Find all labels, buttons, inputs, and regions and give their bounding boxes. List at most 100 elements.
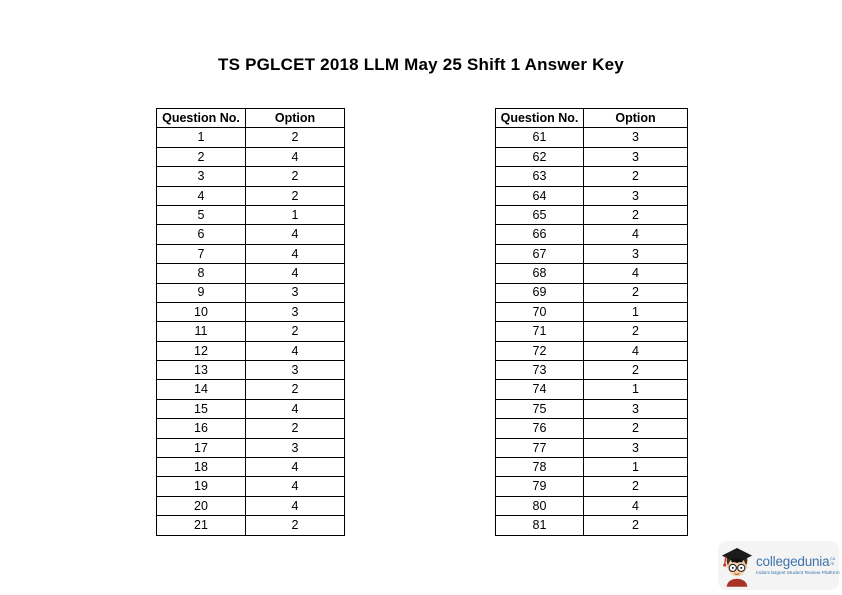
table-row: 79 2 [495, 476, 688, 497]
option-cell: 4 [245, 495, 345, 517]
option-cell: 3 [245, 360, 345, 381]
question-number-cell: 78 [495, 457, 584, 478]
logo-tld-text: com [830, 555, 836, 566]
page-title: TS PGLCET 2018 LLM May 25 Shift 1 Answer… [218, 55, 624, 74]
table-row: 10 3 [156, 301, 345, 323]
option-cell: 4 [583, 495, 688, 517]
option-cell: 2 [245, 127, 345, 148]
table-header-row: Question No. Option [495, 107, 688, 129]
option-cell: 4 [245, 398, 345, 420]
answer-table-left: Question No. Option 1 2 2 4 3 2 4 2 5 1 6 4 7 4 8 4 9 3 10… [156, 107, 345, 536]
question-number-cell: 61 [495, 127, 584, 148]
answer-table-right: Question No. Option 61 3 62 3 63 2 64 3 65 2 66 4 67… [495, 107, 688, 536]
option-cell: 3 [583, 127, 688, 148]
table-row: 78 1 [495, 457, 688, 478]
table-row: 16 2 [156, 418, 345, 439]
question-number-cell: 8 [156, 263, 246, 284]
option-cell: 2 [583, 282, 688, 303]
option-cell: 3 [583, 146, 688, 168]
option-cell: 3 [583, 243, 688, 265]
question-number-cell: 77 [495, 437, 584, 459]
table-row: 81 2 [495, 515, 688, 536]
option-cell: 3 [245, 282, 345, 303]
table-row: 66 4 [495, 224, 688, 245]
question-number-cell: 3 [156, 166, 246, 187]
option-cell: 3 [583, 398, 688, 420]
answer-table-left-body: 1 2 2 4 3 2 4 2 5 1 6 4 7 4 8 4 9 3 10 3 11 2 12 4 13 3 14 2 15 4 16 2 1… [156, 127, 345, 536]
question-number-cell: 14 [156, 379, 246, 400]
option-cell: 2 [583, 204, 688, 226]
collegedunia-mascot-icon [721, 547, 753, 587]
question-number-cell: 67 [495, 243, 584, 265]
question-number-cell: 11 [156, 321, 246, 342]
question-number-cell: 71 [495, 321, 584, 342]
question-number-cell: 9 [156, 282, 246, 303]
question-number-cell: 18 [156, 457, 246, 478]
option-cell: 2 [583, 166, 688, 187]
question-number-cell: 75 [495, 398, 584, 420]
table-row: 12 4 [156, 340, 345, 362]
option-cell: 2 [245, 515, 345, 536]
option-cell: 1 [245, 204, 345, 226]
option-cell: 3 [245, 437, 345, 459]
option-cell: 2 [583, 360, 688, 381]
question-number-cell: 7 [156, 243, 246, 265]
table-row: 75 3 [495, 398, 688, 420]
logo-tagline: India's largest Student Review Platform [756, 570, 840, 576]
table-row: 74 1 [495, 379, 688, 400]
column-header-option: Option [583, 107, 688, 129]
question-number-cell: 13 [156, 360, 246, 381]
table-row: 64 3 [495, 185, 688, 206]
table-row: 73 2 [495, 360, 688, 381]
option-cell: 4 [583, 263, 688, 284]
table-row: 14 2 [156, 379, 345, 400]
table-row: 76 2 [495, 418, 688, 439]
question-number-cell: 66 [495, 224, 584, 245]
column-header-question-no: Question No. [495, 107, 584, 129]
question-number-cell: 20 [156, 495, 246, 517]
question-number-cell: 16 [156, 418, 246, 439]
question-number-cell: 73 [495, 360, 584, 381]
question-number-cell: 79 [495, 476, 584, 497]
question-number-cell: 63 [495, 166, 584, 187]
question-number-cell: 80 [495, 495, 584, 517]
question-number-cell: 21 [156, 515, 246, 536]
table-row: 80 4 [495, 495, 688, 517]
answer-table-right-body: 61 3 62 3 63 2 64 3 65 2 66 4 67 3 68 4 69 2 70 1 71 2 72 4 73 2 7… [495, 127, 688, 536]
table-row: 19 4 [156, 476, 345, 497]
question-number-cell: 74 [495, 379, 584, 400]
logo-brand-text: collegedunia [756, 553, 830, 569]
table-row: 77 3 [495, 437, 688, 459]
option-cell: 4 [583, 340, 688, 362]
option-cell: 4 [245, 340, 345, 362]
option-cell: 2 [245, 185, 345, 206]
question-number-cell: 62 [495, 146, 584, 168]
table-row: 67 3 [495, 243, 688, 265]
option-cell: 4 [583, 224, 688, 245]
table-row: 17 3 [156, 437, 345, 459]
table-row: 13 3 [156, 360, 345, 381]
logo-brand-row: collegedunia com [756, 553, 840, 570]
table-row: 62 3 [495, 146, 688, 168]
option-cell: 2 [245, 379, 345, 400]
option-cell: 4 [245, 263, 345, 284]
question-number-cell: 15 [156, 398, 246, 420]
table-row: 61 3 [495, 127, 688, 148]
table-row: 69 2 [495, 282, 688, 303]
table-row: 68 4 [495, 263, 688, 284]
question-number-cell: 4 [156, 185, 246, 206]
table-row: 72 4 [495, 340, 688, 362]
option-cell: 1 [583, 301, 688, 323]
column-header-question-no: Question No. [156, 107, 246, 129]
collegedunia-logo: collegedunia com India's largest Student… [718, 541, 840, 590]
question-number-cell: 19 [156, 476, 246, 497]
table-row: 63 2 [495, 166, 688, 187]
